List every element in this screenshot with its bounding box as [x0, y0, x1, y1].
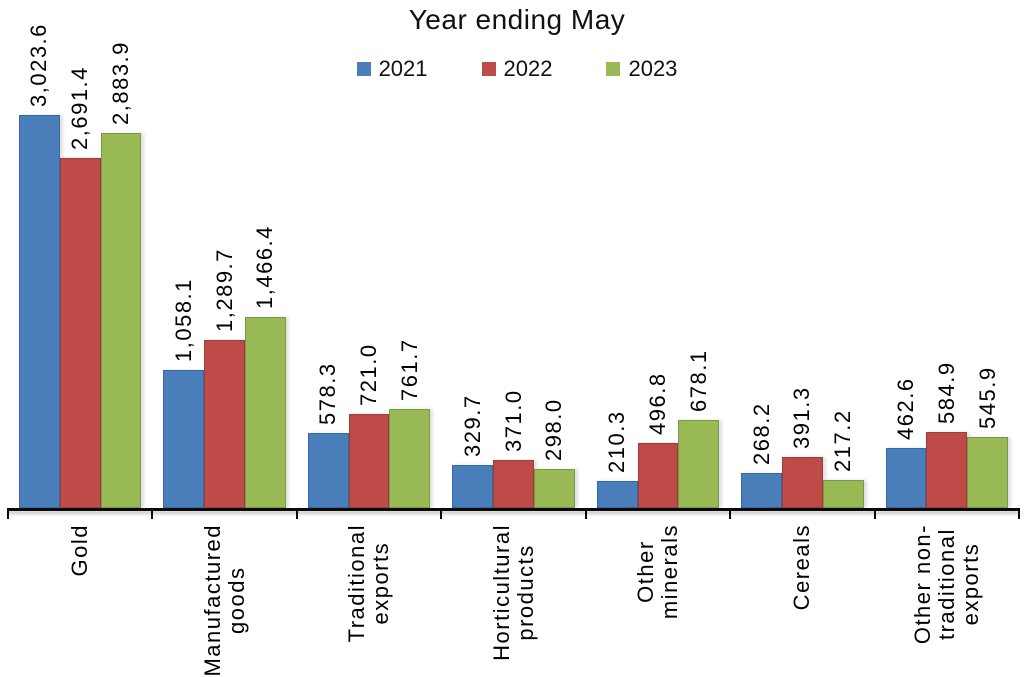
- axis-tick: [1018, 508, 1020, 519]
- bar-2022-0: [59, 158, 101, 508]
- bar-value-label: 496.8: [644, 372, 670, 436]
- bar-value-label: 210.3: [604, 410, 630, 473]
- bar-2021-2: [307, 432, 349, 508]
- bar-2023-3: [533, 469, 575, 508]
- legend-label: 2021: [378, 56, 428, 81]
- bar-value-label: 371.0: [500, 389, 526, 452]
- bar-value-label: 391.3: [789, 386, 815, 450]
- axis-tick: [151, 508, 154, 519]
- bar-2023-6: [967, 437, 1008, 508]
- bar-value-label: 1,058.1: [170, 278, 196, 363]
- axis-tick: [295, 508, 298, 519]
- bar-value-label: 545.9: [974, 366, 1000, 430]
- category-label: Other minerals: [632, 524, 682, 620]
- x-axis-line: [8, 508, 1019, 511]
- legend-item-2023: 2023: [606, 56, 677, 82]
- bar-value-label: 268.2: [748, 402, 774, 466]
- bar-2021-6: [885, 447, 927, 508]
- bar-2023-4: [678, 419, 720, 508]
- chart-title: Year ending May: [408, 4, 626, 35]
- legend-label: 2022: [503, 56, 553, 81]
- category-label: Traditional exports: [344, 524, 394, 643]
- bar-2023-0: [100, 133, 142, 508]
- category-label: Manufactured goods: [199, 524, 249, 677]
- category-label: Horticultural products: [488, 524, 538, 661]
- bar-2022-3: [493, 459, 534, 508]
- legend-swatch-icon: [606, 62, 621, 76]
- bar-value-label: 1,289.7: [211, 248, 237, 333]
- bar-2023-2: [389, 408, 431, 508]
- bar-value-label: 721.0: [356, 343, 382, 407]
- bar-2022-2: [348, 414, 390, 508]
- bar-value-label: 298.0: [541, 398, 567, 462]
- bar-value-label: 584.9: [933, 361, 959, 424]
- bar-2021-4: [596, 480, 638, 508]
- bar-value-label: 217.2: [830, 409, 856, 472]
- bar-value-label: 2,883.9: [108, 41, 134, 126]
- bar-2021-1: [163, 370, 205, 508]
- legend-swatch-icon: [356, 62, 371, 76]
- legend-item-2021: 2021: [356, 56, 428, 82]
- bar-value-label: 329.7: [459, 394, 485, 458]
- axis-tick: [7, 508, 9, 519]
- bar-2022-4: [637, 443, 679, 508]
- bar-2023-1: [245, 317, 286, 508]
- bar-2023-5: [822, 479, 864, 508]
- bar-2021-0: [19, 114, 60, 508]
- bar-2021-5: [741, 473, 782, 508]
- category-label: Gold: [67, 524, 93, 577]
- bar-2022-5: [781, 457, 823, 508]
- bar-value-label: 578.3: [315, 362, 341, 425]
- chart-legend: 2021 2022 2023: [10, 56, 1024, 82]
- bar-2022-6: [926, 431, 968, 508]
- bar-value-label: 2,691.4: [67, 66, 93, 151]
- bar-2021-3: [452, 465, 494, 508]
- bar-value-label: 462.6: [892, 377, 918, 440]
- axis-tick: [440, 508, 443, 519]
- axis-tick: [873, 508, 876, 519]
- axis-tick: [729, 508, 732, 519]
- bar-value-label: 761.7: [396, 338, 422, 401]
- legend-item-2022: 2022: [481, 56, 553, 82]
- bar-value-label: 3,023.6: [26, 23, 52, 107]
- bar-value-label: 678.1: [685, 349, 711, 412]
- bar-value-label: 1,466.4: [252, 225, 278, 310]
- category-label: Cereals: [789, 524, 815, 611]
- legend-label: 2023: [628, 56, 678, 81]
- bar-2022-1: [204, 340, 246, 508]
- category-label: Other non- traditional exports: [909, 524, 983, 645]
- axis-tick: [584, 508, 587, 519]
- legend-swatch-icon: [481, 62, 496, 76]
